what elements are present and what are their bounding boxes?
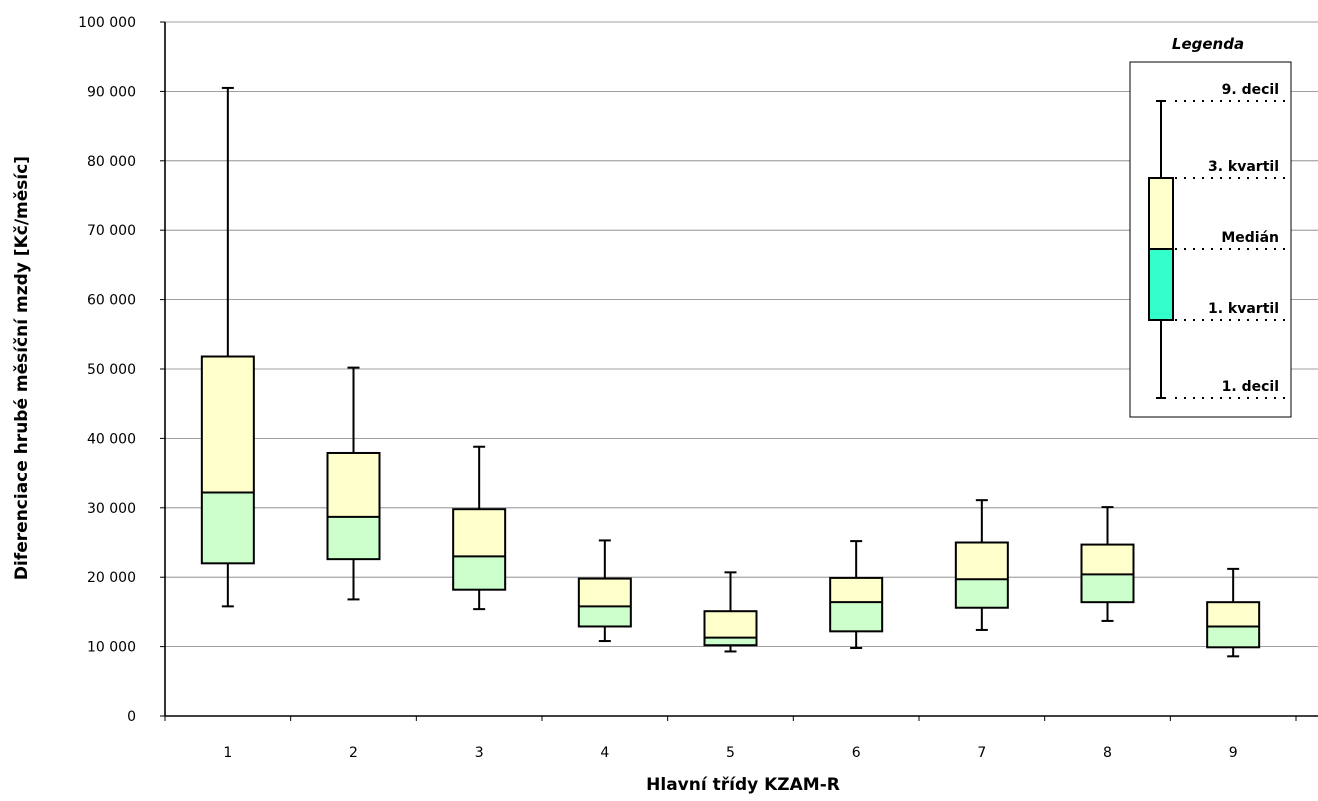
box-upper-half [955,542,1008,580]
x-tick-label: 4 [600,745,609,761]
box-plot-2 [326,366,381,601]
box-plot-9 [1206,567,1261,658]
x-tick-label: 3 [475,745,484,761]
y-tick-label: 30 000 [87,501,136,517]
box-lower-half [1207,626,1260,648]
y-tick-label: 40 000 [87,431,136,447]
y-tick-label: 20 000 [87,570,136,586]
box-lower-half [578,606,631,627]
box-lower-half [955,579,1008,608]
box-outline [1206,601,1261,649]
box-outline [326,451,381,561]
box-upper-half [453,509,506,557]
x-tick-label: 5 [726,745,735,761]
legend-title: Legenda [1172,35,1244,53]
box-outline [954,541,1009,609]
axes: 0 10 000 20 000 30 000 40 000 50 000 60 000 70 … [78,15,1318,761]
y-tick-label: 50 000 [87,362,136,378]
box-outline [703,610,758,647]
x-tick-label: 6 [852,745,861,761]
box-outline [1080,543,1135,604]
legend-label-median: Medián [1221,230,1279,246]
y-tick-label: 80 000 [87,154,136,170]
y-tick-label: 70 000 [87,223,136,239]
y-axis-title: Diferenciace hrubé měsíční mzdy [Kč/měsí… [12,156,32,580]
legend-label-q3: 3. kvartil [1208,159,1279,175]
box-upper-half [830,577,883,603]
box-lower-half [201,492,254,564]
box-outline [200,355,255,565]
box-lower-half [704,637,757,646]
x-tick-label: 1 [223,745,232,761]
legend-label-d9: 9. decil [1222,82,1279,98]
y-tick-label: 60 000 [87,293,136,309]
box-plot-1 [200,86,255,608]
x-tick-label: 9 [1229,745,1238,761]
y-tick-label: 10 000 [87,640,136,656]
box-plot-6 [829,540,884,649]
box-upper-half [578,578,631,607]
box-plot-series [200,86,1261,658]
box-lower-half [327,516,380,560]
box-outline [452,508,507,591]
x-tick-label: 7 [977,745,986,761]
legend-box-upper [1149,178,1173,249]
box-plot-8 [1080,506,1135,622]
box-plot-5 [703,571,758,653]
legend-label-q1: 1. kvartil [1208,301,1279,317]
box-outline [829,576,884,633]
box-upper-half [1081,544,1134,575]
box-plot-7 [954,499,1009,631]
x-tick-label: 8 [1103,745,1112,761]
box-lower-half [1081,574,1134,603]
box-outline [577,577,632,628]
box-plot-3 [452,445,507,611]
legend-label-d1: 1. decil [1222,379,1279,395]
box-upper-half [704,611,757,638]
y-tick-label: 0 [127,709,136,725]
y-tick-label: 100 000 [78,15,136,31]
box-upper-half [327,452,380,517]
box-upper-half [201,356,254,493]
box-lower-half [453,556,506,590]
legend-box-lower [1149,249,1173,320]
legend: Legenda 9. decil 3. kvartil Medián 1. kvart… [1129,35,1292,418]
y-tick-label: 90 000 [87,84,136,100]
x-tick-label: 2 [349,745,358,761]
box-plot-4 [577,539,632,643]
box-lower-half [830,602,883,632]
x-axis-title: Hlavní třídy KZAM-R [646,775,840,795]
box-upper-half [1207,602,1260,627]
